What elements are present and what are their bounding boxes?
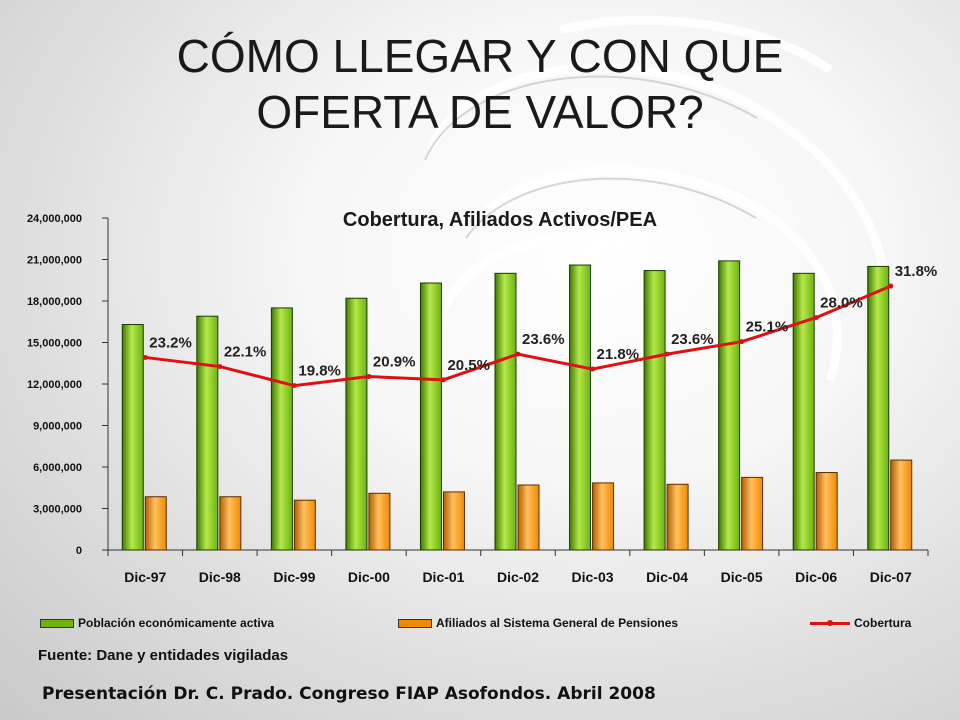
coverage-data-label: 23.2% [149,334,192,351]
x-axis: Dic-97 Dic-98 Dic-99 Dic-00 Dic-01 Dic-02 Dic-… [107,549,929,585]
slide-title-line2: OFERTA DE VALOR? [256,86,704,138]
bar-pea [718,260,741,551]
coverage-data-label: 22.1% [224,344,267,361]
legend-label-cobertura: Cobertura [854,616,912,630]
bar-afiliados [219,496,242,551]
coverage-chart: Cobertura, Afiliados Activos/PEA 0 3,000,… [27,209,938,585]
coverage-data-label: 21.8% [597,346,640,363]
bars-group [121,260,913,551]
y-tick-label: 0 [76,545,82,557]
coverage-point [217,364,223,370]
y-tick-label: 3,000,000 [33,504,82,516]
legend-item-pea: Población económicamente activa [40,614,274,632]
coverage-data-label: 20.5% [447,357,490,374]
bar-afiliados [666,483,689,551]
x-tick-label: Dic-98 [199,569,241,585]
bar-pea [419,282,442,551]
bar-pea [867,265,890,551]
source-note: Fuente: Dane y entidades vigiladas [38,647,289,664]
bar-pea [792,272,815,551]
x-tick-label: Dic-02 [497,569,539,585]
bar-pea [121,324,144,551]
coverage-data-label: 31.8% [895,263,938,280]
x-tick-label: Dic-97 [124,569,166,585]
y-tick-label: 24,000,000 [27,213,82,225]
bar-afiliados [144,496,167,551]
coverage-point [888,283,894,289]
x-tick-label: Dic-04 [646,569,688,585]
coverage-point [366,374,372,380]
bar-pea [196,315,219,551]
bar-afiliados [815,472,838,551]
x-tick-label: Dic-07 [870,569,912,585]
x-tick-label: Dic-00 [348,569,390,585]
slide-title-line1: CÓMO LLEGAR Y CON QUE [176,30,784,82]
bar-afiliados [293,499,316,551]
legend-item-cobertura: Cobertura [810,614,911,632]
y-tick-label: 15,000,000 [27,338,82,350]
coverage-data-label: 23.6% [671,331,714,348]
y-tick-label: 6,000,000 [33,462,82,474]
y-tick-label: 21,000,000 [27,255,82,267]
coverage-point [515,351,521,357]
coverage-point [664,351,670,357]
coverage-data-label: 20.9% [373,354,416,371]
bar-pea [569,264,592,551]
x-tick-label: Dic-06 [795,569,837,585]
bar-pea [494,272,517,551]
coverage-point [590,366,596,372]
legend-swatch-afiliados [398,618,432,628]
y-axis: 0 3,000,000 6,000,000 9,000,000 12,000,000 15… [27,213,109,557]
chart-title: Cobertura, Afiliados Activos/PEA [343,209,657,231]
bar-afiliados [517,484,540,551]
bar-afiliados [592,482,615,551]
y-tick-label: 18,000,000 [27,296,82,308]
legend-label-afiliados: Afiliados al Sistema General de Pensione… [436,616,679,630]
coverage-line-group: 23.2% 22.1% 19.8% 20.9% 20.5% 23.6% 21.8% 23.6%… [142,263,938,389]
x-tick-label: Dic-99 [273,569,315,585]
x-tick-label: Dic-01 [422,569,464,585]
coverage-point [813,315,819,321]
bar-afiliados [741,476,764,551]
bar-pea [345,297,368,551]
coverage-point [142,354,148,360]
coverage-data-label: 25.1% [746,319,789,336]
bar-pea [270,307,293,551]
bar-afiliados [368,492,391,551]
bar-afiliados [442,491,465,551]
coverage-data-label: 19.8% [298,363,341,380]
x-tick-label: Dic-05 [721,569,763,585]
legend-swatch-pea [40,618,74,628]
legend-label-pea: Población económicamente activa [78,616,275,630]
presenter-footer: Presentación Dr. C. Prado. Congreso FIAP… [42,684,656,704]
coverage-point [291,383,297,389]
coverage-point [739,339,745,345]
bar-afiliados [890,459,913,551]
y-tick-label: 9,000,000 [33,421,82,433]
coverage-line [145,284,892,388]
coverage-point [440,377,446,383]
x-tick-label: Dic-03 [572,569,614,585]
legend-item-afiliados: Afiliados al Sistema General de Pensione… [398,614,678,632]
y-tick-label: 12,000,000 [27,379,82,391]
legend-line-cobertura [810,619,850,626]
coverage-data-label: 28.0% [820,295,863,312]
bar-pea [643,270,666,551]
slide-title: CÓMO LLEGAR Y CON QUE OFERTA DE VALOR? [0,28,960,140]
coverage-data-label: 23.6% [522,331,565,348]
